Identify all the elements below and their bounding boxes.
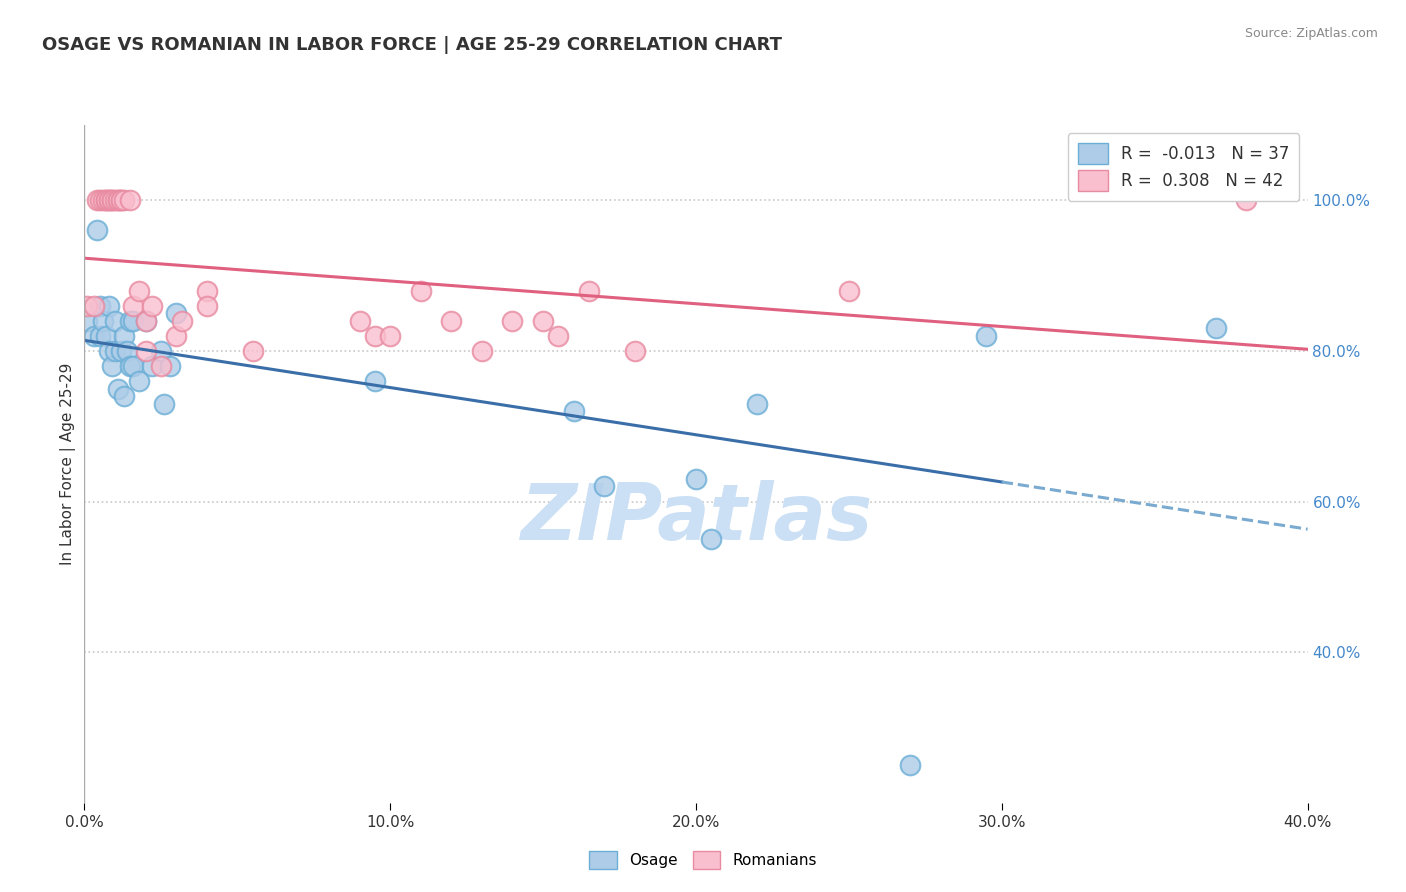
Point	[104, 314, 127, 328]
Point	[135, 343, 157, 358]
Point	[562, 404, 585, 418]
Legend: R =  -0.013   N = 37, R =  0.308   N = 42: R = -0.013 N = 37, R = 0.308 N = 42	[1067, 133, 1299, 201]
Point	[110, 193, 132, 207]
Point	[120, 359, 142, 373]
Point	[471, 343, 494, 358]
Point	[97, 193, 120, 207]
Point	[101, 193, 124, 207]
Legend: Osage, Romanians: Osage, Romanians	[583, 845, 823, 875]
Point	[165, 306, 187, 320]
Point	[122, 299, 145, 313]
Point	[83, 299, 105, 313]
Point	[578, 284, 600, 298]
Point	[120, 314, 142, 328]
Point	[110, 343, 132, 358]
Point	[172, 314, 194, 328]
Point	[141, 359, 163, 373]
Point	[83, 328, 105, 343]
Point	[976, 328, 998, 343]
Point	[97, 193, 120, 207]
Point	[97, 343, 120, 358]
Point	[364, 328, 387, 343]
Point	[141, 299, 163, 313]
Point	[128, 284, 150, 298]
Point	[112, 193, 135, 207]
Point	[76, 299, 98, 313]
Point	[898, 758, 921, 772]
Point	[349, 314, 371, 328]
Point	[153, 396, 176, 410]
Point	[747, 396, 769, 410]
Point	[242, 343, 264, 358]
Point	[89, 193, 111, 207]
Point	[195, 284, 218, 298]
Point	[107, 193, 129, 207]
Point	[128, 374, 150, 388]
Text: OSAGE VS ROMANIAN IN LABOR FORCE | AGE 25-29 CORRELATION CHART: OSAGE VS ROMANIAN IN LABOR FORCE | AGE 2…	[42, 36, 782, 54]
Point	[531, 314, 554, 328]
Point	[364, 374, 387, 388]
Point	[165, 328, 187, 343]
Point	[1236, 193, 1258, 207]
Point	[135, 314, 157, 328]
Point	[91, 314, 114, 328]
Point	[94, 193, 117, 207]
Y-axis label: In Labor Force | Age 25-29: In Labor Force | Age 25-29	[60, 363, 76, 565]
Point	[624, 343, 647, 358]
Point	[89, 299, 111, 313]
Point	[112, 389, 135, 403]
Point	[107, 193, 129, 207]
Text: ZIPatlas: ZIPatlas	[520, 480, 872, 556]
Point	[97, 299, 120, 313]
Point	[593, 479, 616, 493]
Point	[700, 532, 723, 546]
Point	[159, 359, 181, 373]
Point	[101, 193, 124, 207]
Point	[101, 359, 124, 373]
Point	[122, 359, 145, 373]
Point	[89, 328, 111, 343]
Point	[104, 343, 127, 358]
Point	[76, 314, 98, 328]
Point	[380, 328, 402, 343]
Point	[86, 193, 108, 207]
Point	[135, 314, 157, 328]
Point	[94, 328, 117, 343]
Point	[685, 472, 707, 486]
Point	[120, 193, 142, 207]
Point	[110, 193, 132, 207]
Point	[122, 314, 145, 328]
Point	[91, 193, 114, 207]
Point	[149, 343, 172, 358]
Point	[409, 284, 432, 298]
Point	[547, 328, 569, 343]
Text: Source: ZipAtlas.com: Source: ZipAtlas.com	[1244, 27, 1378, 40]
Point	[115, 343, 138, 358]
Point	[440, 314, 463, 328]
Point	[149, 359, 172, 373]
Point	[107, 382, 129, 396]
Point	[104, 193, 127, 207]
Point	[1205, 321, 1227, 335]
Point	[94, 193, 117, 207]
Point	[112, 328, 135, 343]
Point	[86, 223, 108, 237]
Point	[195, 299, 218, 313]
Point	[502, 314, 524, 328]
Point	[838, 284, 860, 298]
